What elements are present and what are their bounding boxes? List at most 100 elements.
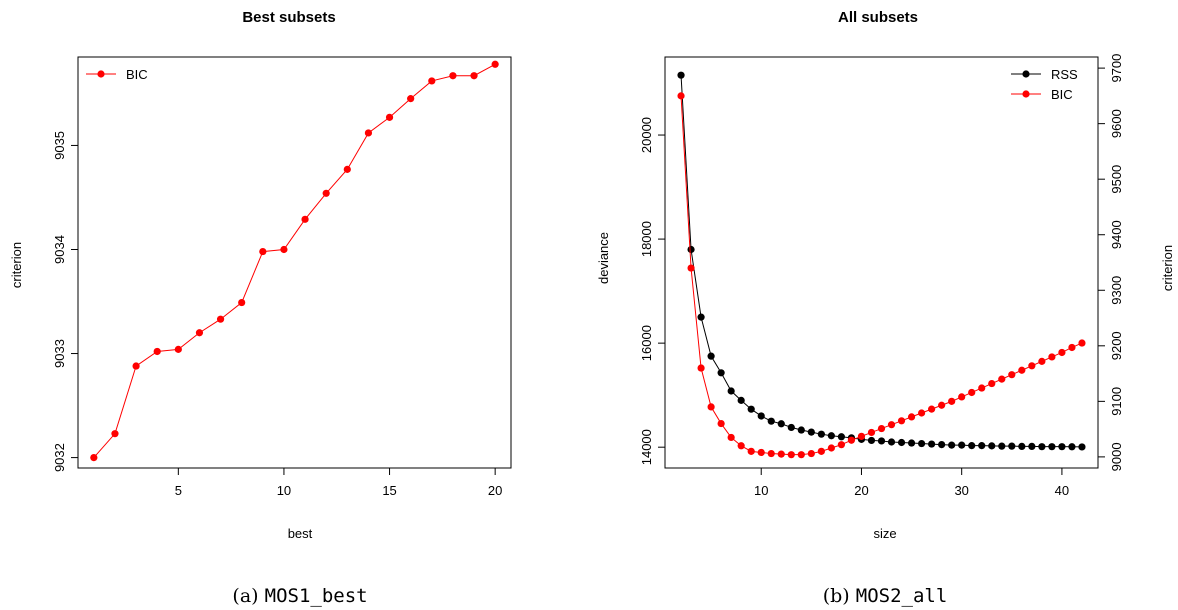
chart-b-rss-point [677,71,685,79]
chart-b-rss-point [747,405,755,413]
chart-b-rss-point [727,387,735,395]
chart-a-bic-point [364,129,373,137]
chart-b-rss-point [817,430,825,438]
chart-b-x-tick-label: 30 [954,483,968,498]
chart-a-bic-point [90,453,98,462]
chart-b-x-tick-label: 10 [754,483,768,498]
chart-b-bic-point [827,444,835,452]
chart-b-x-tick-label: 20 [854,483,868,498]
chart-b-bic-point [1038,357,1046,365]
chart-a-legend-bic-label: BIC [126,67,148,82]
chart-b-bic-point [787,451,795,459]
chart-b-rss-point [787,423,795,432]
chart-b-rss-point [968,442,976,450]
chart-a-ylabel: criterion [9,242,24,288]
caption-b-prefix: (b) [823,585,856,607]
chart-b-bic-point [1048,353,1056,361]
chart-b-bic-point [717,419,725,428]
chart-a-bic-point [259,247,267,256]
caption-a: (a) MOS1_best [232,585,367,607]
chart-b-rss-point [867,436,876,445]
chart-b-bic-point [817,447,825,455]
chart-b-rss-point [797,426,805,434]
chart-b-bic-point [1058,348,1066,357]
chart-a-y-tick-label: 9032 [52,443,67,472]
chart-a-bic-point [301,215,309,223]
chart-b-bic-point [847,436,856,444]
chart-b-x-tick-label: 40 [1055,483,1069,498]
chart-b-rss-point [687,245,695,254]
chart-b-rss-point [737,396,745,404]
chart-b-bic-point [887,421,896,429]
chart-b-rss-point [807,428,815,436]
caption-a-prefix: (a) [232,585,264,607]
chart-a-xlabel: best [288,526,313,541]
chart-b-bic-point [677,92,685,100]
chart-a-bic-point [174,345,182,353]
chart-b-bic-point [928,405,936,413]
chart-b-y2-tick-label: 9600 [1109,109,1124,138]
chart-b-rss-point [697,313,705,321]
chart-b-rss-point [938,440,946,449]
chart-b-rss-point [917,439,926,448]
chart-b-bic-point [697,364,705,372]
chart-b-bic-point [837,441,846,449]
chart-b-y-tick-label: 14000 [639,429,654,465]
chart-a-legend-bic-swatch-point [97,70,105,78]
chart-b-rss-point [897,438,906,447]
chart-b-rss-point [1008,442,1016,450]
chart-b-bic-point [807,449,815,458]
chart-b-legend-rss-label: RSS [1051,67,1078,82]
chart-b-rss-point [1048,443,1056,451]
chart-b-rss-point [757,412,765,420]
chart-b-legend-rss-swatch-point [1022,70,1030,78]
chart-b-rss-point [928,440,936,448]
chart-a-bic-point [449,72,457,80]
chart-b-bic-point [727,433,735,442]
chart-b-bic-point [1078,339,1086,347]
chart-a-x-tick-label: 20 [488,483,502,498]
chart-b-y2-tick-label: 9500 [1109,165,1124,194]
chart-b-bic-point [907,413,916,421]
caption-a-code: MOS1_best [265,585,368,607]
chart-b-ylabel: deviance [596,232,611,284]
chart-b-legend-bic-label: BIC [1051,87,1073,102]
chart-b-rss-point [877,437,886,445]
chart-a-bic-point [322,189,330,197]
chart-b-y2-tick-label: 9200 [1109,331,1124,360]
chart-b-bic-point [1018,366,1026,374]
chart-b-rss-line [680,75,1082,448]
chart-a-bic-point [407,95,415,103]
chart-b-bic-point [857,432,866,440]
chart-b-rss-point [907,439,916,447]
chart-a-x-tick-label: 15 [382,483,396,498]
chart-b-rss-point [777,420,785,428]
chart-b-bic-point [1008,371,1016,379]
chart-b-bic-point [737,442,745,450]
chart-b-y2-tick-label: 9100 [1109,387,1124,416]
chart-a-bic-point [132,362,140,370]
chart-b-plot-frame [664,56,1099,469]
chart-b-rss-point [998,442,1006,450]
chart-b-bic-point [877,424,886,433]
chart-b-rss-point [767,417,775,425]
chart-b-bic-point [767,449,775,458]
chart-b: 10 20 30 40 14000 16000 18000 20000 9000 9100 9200… [639,54,1124,498]
chart-b-bic-point [777,450,785,458]
caption-b: (b) MOS2_all [823,585,948,607]
chart-b-y2-tick-label: 9700 [1109,54,1124,83]
chart-b-legend-bic-swatch-point [1022,90,1030,98]
chart-b-bic-point [897,417,906,425]
chart-b-rss-point [717,369,725,377]
chart-b-y-tick-label: 18000 [639,221,654,257]
chart-a-bic-point [491,60,499,68]
chart-b-rss-point [948,441,956,449]
chart-b-rss-point [707,352,715,360]
chart-b-bic-point [867,428,876,437]
chart-b-y2-tick-label: 9000 [1109,442,1124,471]
chart-a-bic-point [280,245,288,254]
chart-b-bic-point [968,388,976,397]
chart-b-rss-point [1018,442,1026,451]
chart-b-y2-tick-label: 9400 [1109,220,1124,249]
